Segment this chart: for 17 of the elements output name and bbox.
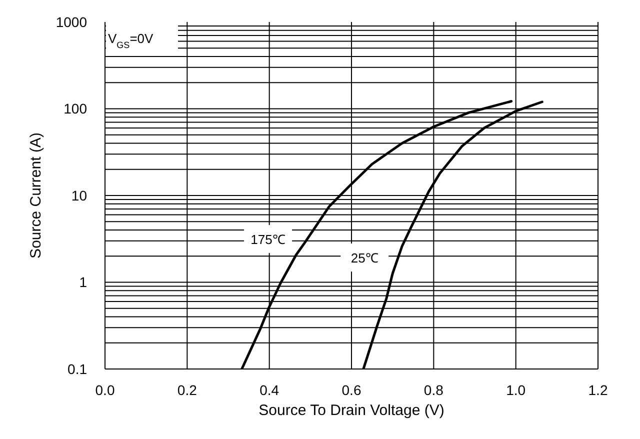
y-tick-label: 10 xyxy=(71,187,88,204)
series-label: 25℃ xyxy=(350,250,378,266)
x-tick-label: 0.0 xyxy=(95,382,115,398)
series-label: 175℃ xyxy=(250,232,286,248)
x-tick-label: 0.8 xyxy=(424,382,444,398)
y-axis-title: Source Current (A) xyxy=(27,132,44,258)
x-tick-label: 0.2 xyxy=(177,382,198,398)
x-tick-label: 1.2 xyxy=(588,382,608,398)
x-tick-label: 0.6 xyxy=(342,382,362,398)
annotation: V$_{GS}$=0V xyxy=(108,31,154,50)
y-tick-label: 1 xyxy=(79,274,88,290)
x-tick-label: 1.0 xyxy=(506,382,526,398)
x-tick-label: 0.4 xyxy=(260,382,280,398)
y-tick-label: 100 xyxy=(64,100,88,117)
x-axis-title: Source To Drain Voltage (V) xyxy=(258,402,444,419)
y-tick-label: 1000 xyxy=(56,14,88,30)
y-tick-label: 0.1 xyxy=(68,360,88,377)
